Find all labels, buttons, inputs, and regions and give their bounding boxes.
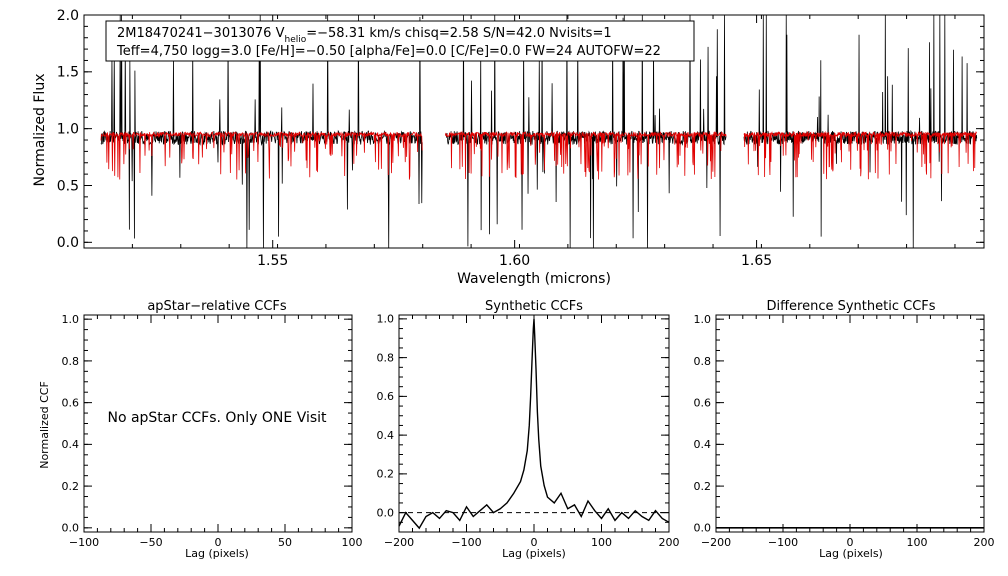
apstar-ccf-ytick-label: 0.2 — [62, 480, 80, 493]
spectrum-ytick-label: 1.0 — [57, 122, 79, 138]
spectrum-axes: 1.55 1.60 1.65 0.0 0.5 1.0 1.5 2.0 — [57, 8, 985, 269]
difference-ccf-panel: Difference Synthetic CCFs −200 −100 0 100 20… — [694, 299, 995, 560]
header-box-frame — [105, 20, 695, 62]
apstar-ccf-axes: −100 −50 0 50 100 0.0 0.2 0.4 0.6 0.8 1.0 — [62, 313, 363, 549]
apstar-ccf-xtick-label: 0 — [215, 536, 222, 549]
synthetic-ccf-ytick-label: 0.2 — [377, 468, 395, 481]
spectrum-xtick-label: 1.65 — [741, 253, 772, 269]
difference-ccf-xtick-label: 100 — [907, 536, 928, 549]
difference-ccf-xtick-label: −100 — [768, 536, 798, 549]
difference-ccf-xtick-label: 0 — [847, 536, 854, 549]
apstar-ccf-title: apStar−relative CCFs — [147, 299, 287, 314]
synthetic-ccf-ytick-label: 0.6 — [377, 390, 395, 403]
synthetic-ccf-frame — [398, 314, 670, 533]
spectrum-ylabel: Normalized Flux — [32, 74, 48, 187]
synthetic-ccf-xtick-label: −100 — [451, 536, 481, 549]
synthetic-ccf-plot-area — [398, 318, 670, 530]
difference-ccf-ytick-label: 0.8 — [694, 355, 712, 368]
apstar-ccf-ytick-label: 0.8 — [62, 355, 80, 368]
synthetic-ccf-xtick-label: 100 — [591, 536, 612, 549]
apstar-ccf-ytick-label: 1.0 — [62, 313, 80, 326]
apstar-ccf-ytick-label: 0.0 — [62, 522, 80, 535]
header-line-1: 2M18470241−3013076 Vhelio=−58.31 km/s ch… — [117, 26, 612, 45]
header-line-2: Teff=4,750 logg=3.0 [Fe/H]=−0.50 [alpha/… — [116, 44, 661, 59]
synthetic-ccf-panel: Synthetic CCFs −200 −100 0 100 200 0.0 0.2 0.4 0… — [377, 299, 680, 560]
difference-ccf-ytick-label: 0.4 — [694, 438, 712, 451]
apstar-ccf-xtick-label: 50 — [278, 536, 292, 549]
synthetic-ccf-ytick-label: 0.4 — [377, 429, 395, 442]
difference-ccf-axes: −200 −100 0 100 200 0.0 0.2 0.4 0.6 0.8 1.0 — [694, 313, 995, 549]
spectrum-ytick-label: 0.0 — [57, 235, 79, 251]
synthetic-ccf-xtick-label: −200 — [384, 536, 414, 549]
synthetic-ccf-ytick-label: 1.0 — [377, 313, 395, 326]
difference-ccf-frame — [715, 314, 985, 533]
spectrum-xtick-label: 1.60 — [499, 253, 530, 269]
apstar-ccf-xlabel: Lag (pixels) — [185, 547, 249, 560]
spectrum-frame — [83, 14, 985, 249]
synthetic-ccf-line — [398, 318, 670, 530]
synthetic-ccf-axes: −200 −100 0 100 200 0.0 0.2 0.4 0.6 0.8 1.0 — [377, 313, 680, 549]
difference-ccf-title: Difference Synthetic CCFs — [766, 299, 935, 314]
apstar-ccf-ytick-label: 0.4 — [62, 438, 80, 451]
model-flux-line — [743, 130, 978, 180]
synthetic-ccf-xtick-label: 0 — [531, 536, 538, 549]
difference-ccf-ytick-label: 0.2 — [694, 480, 712, 493]
difference-ccf-xtick-label: 200 — [974, 536, 995, 549]
spectrum-xtick-label: 1.55 — [257, 253, 288, 269]
difference-ccf-xtick-label: −200 — [701, 536, 731, 549]
apstar-ccf-annotation: No apStar CCFs. Only ONE Visit — [107, 410, 327, 426]
apstar-ccf-ylabel: Normalized CCF — [38, 381, 51, 469]
synthetic-ccf-xtick-label: 200 — [659, 536, 680, 549]
difference-ccf-ytick-label: 0.0 — [694, 522, 712, 535]
spectrum-ytick-label: 2.0 — [57, 8, 79, 24]
apstar-ccf-xtick-label: −100 — [69, 536, 99, 549]
difference-ccf-ytick-label: 1.0 — [694, 313, 712, 326]
apstar-ccf-xtick-label: −50 — [139, 536, 162, 549]
synthetic-ccf-xlabel: Lag (pixels) — [502, 547, 566, 560]
apstar-ccf-xtick-label: 100 — [342, 536, 363, 549]
spectrum-header-box: 2M18470241−3013076 Vhelio=−58.31 km/s ch… — [105, 20, 695, 62]
spectrum-panel: 1.55 1.60 1.65 0.0 0.5 1.0 1.5 2.0 2M18470241−3… — [32, 8, 985, 287]
spectrum-ytick-label: 0.5 — [57, 178, 79, 194]
model-flux-line — [445, 130, 727, 180]
difference-ccf-xlabel: Lag (pixels) — [819, 547, 883, 560]
synthetic-ccf-ytick-label: 0.0 — [377, 506, 395, 519]
apstar-ccf-ytick-label: 0.6 — [62, 396, 80, 409]
spectrum-ytick-label: 1.5 — [57, 65, 79, 81]
synthetic-ccf-title: Synthetic CCFs — [485, 299, 583, 314]
difference-ccf-ytick-label: 0.6 — [694, 396, 712, 409]
spectrum-xlabel: Wavelength (microns) — [457, 271, 611, 287]
apstar-ccf-panel: apStar−relative CCFs −100 −50 0 50 100 0.0 0.2… — [38, 299, 363, 560]
spectrum-plot-area — [100, 14, 978, 249]
model-flux-line — [100, 131, 423, 180]
synthetic-ccf-ytick-label: 0.8 — [377, 351, 395, 364]
